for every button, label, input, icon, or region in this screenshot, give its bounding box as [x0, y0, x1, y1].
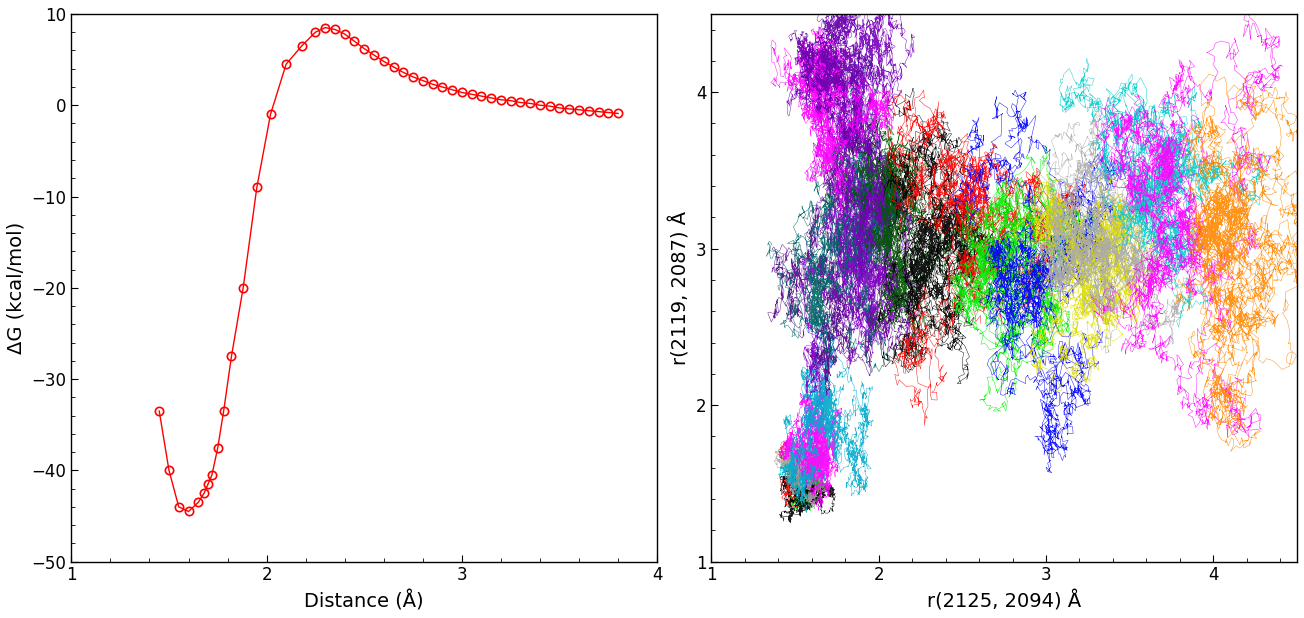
- Y-axis label: ΔG (kcal/mol): ΔG (kcal/mol): [7, 222, 26, 354]
- Y-axis label: r(2119, 2087) Å: r(2119, 2087) Å: [669, 211, 690, 365]
- X-axis label: Distance (Å): Distance (Å): [304, 590, 424, 611]
- X-axis label: r(2125, 2094) Å: r(2125, 2094) Å: [927, 590, 1081, 611]
